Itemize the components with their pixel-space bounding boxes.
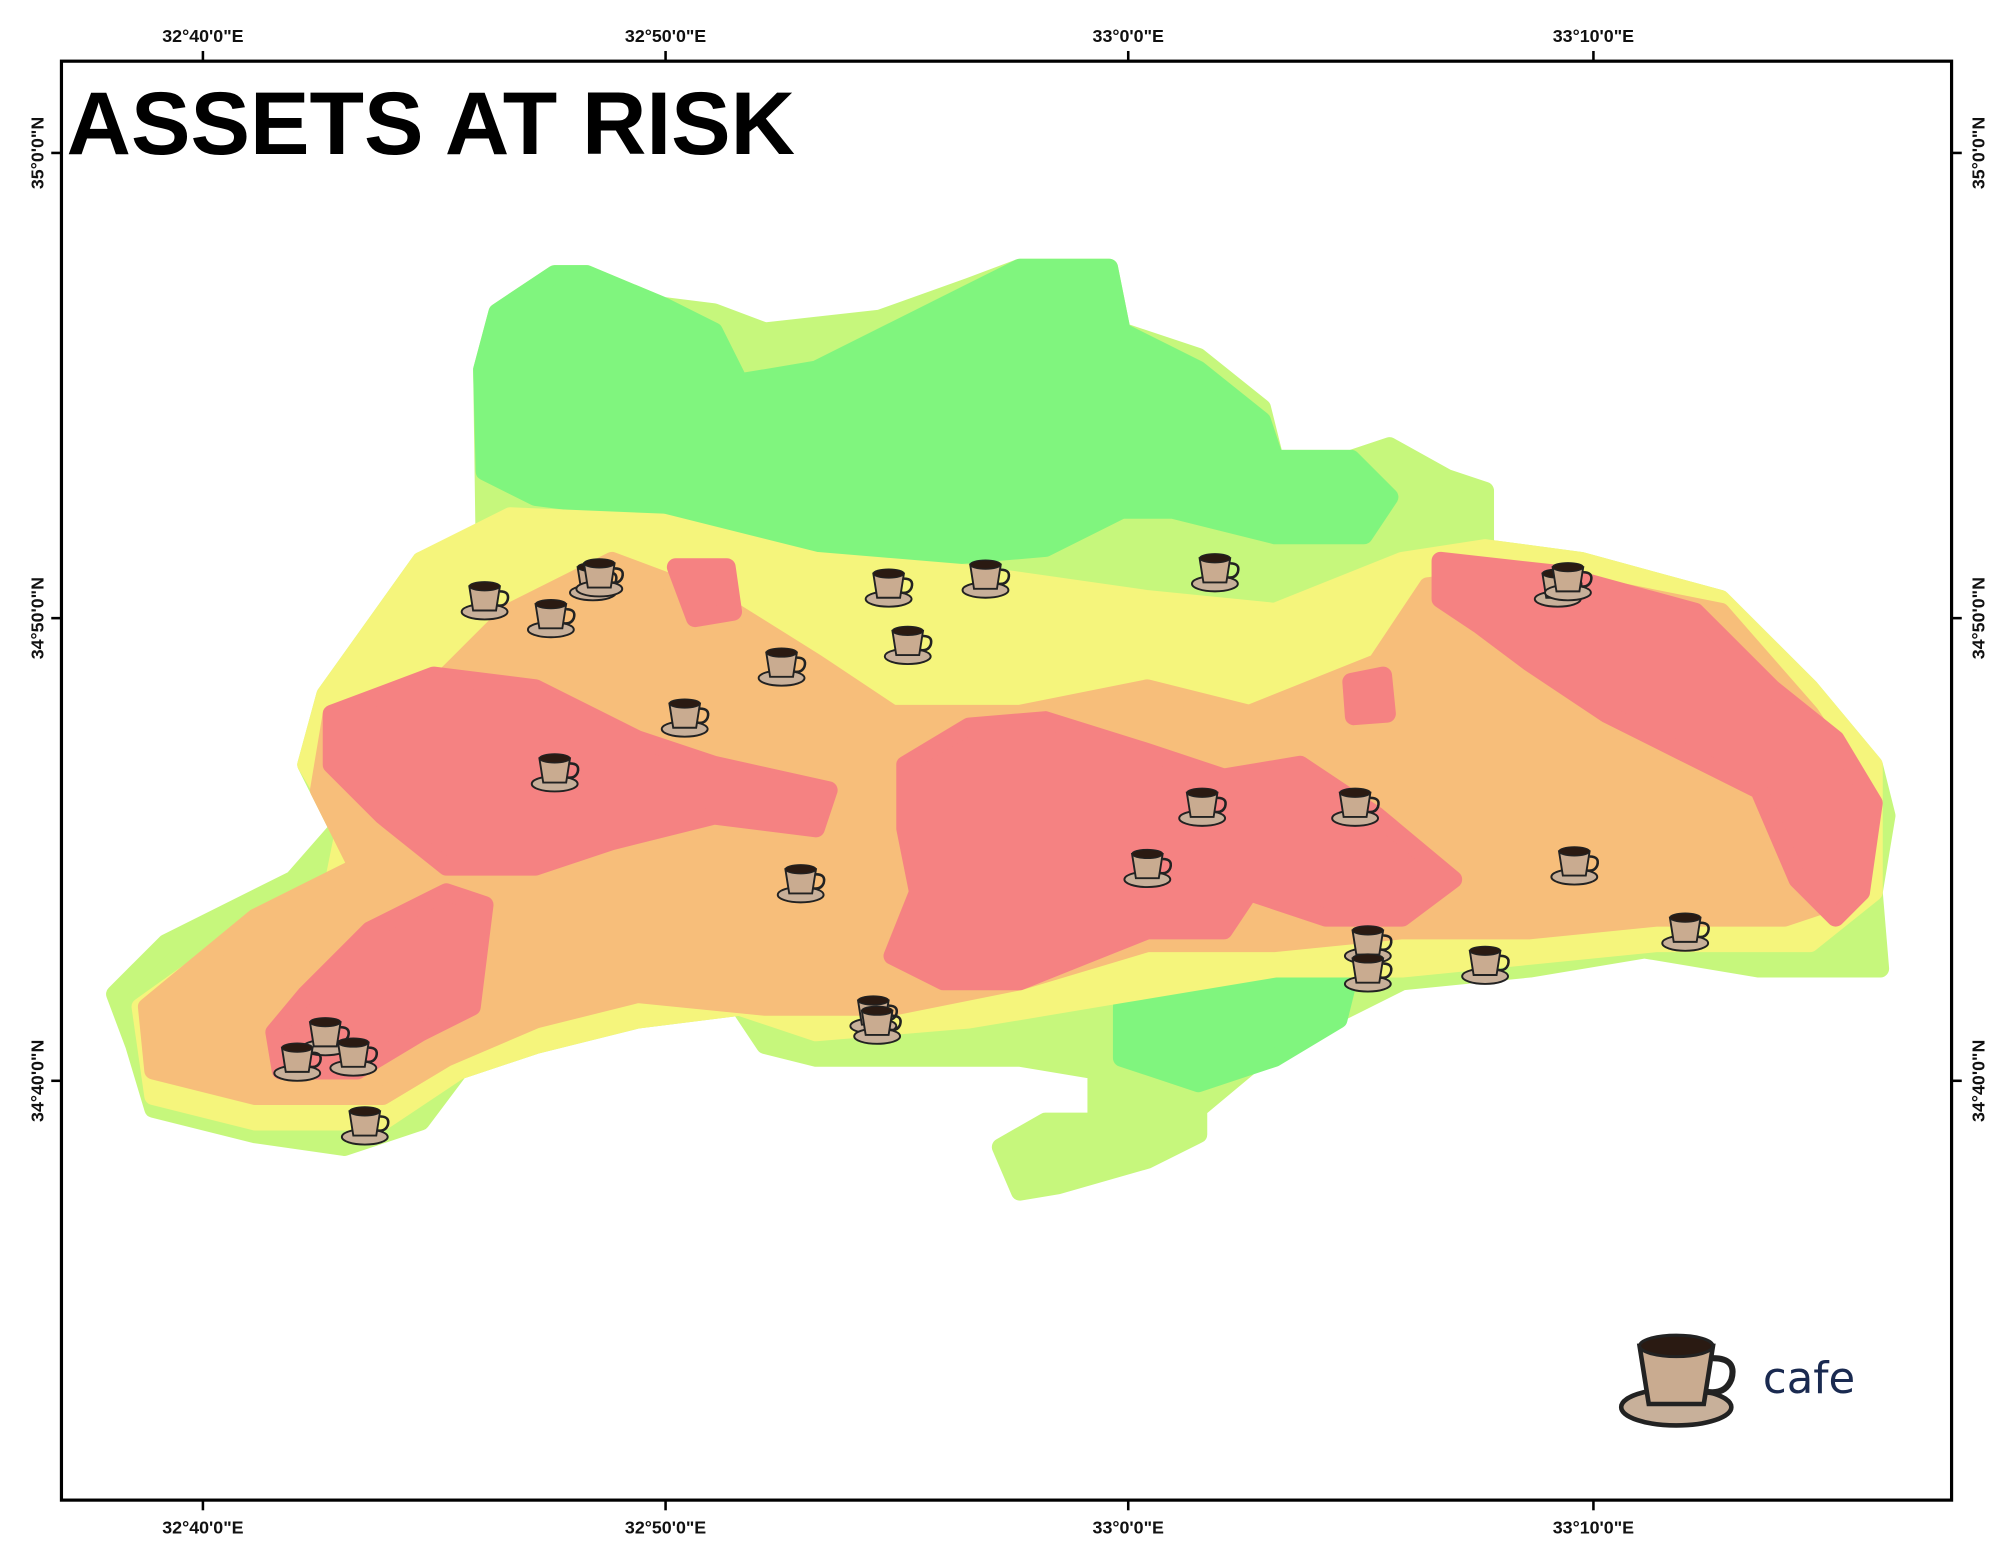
x-tick-label-bottom: 33°10'0"E [1553, 1517, 1634, 1537]
legend-label: cafe [1763, 1354, 1855, 1404]
y-tick-label-left: 35°0'0"N [28, 117, 48, 189]
risk-zone-very-high-small [666, 558, 743, 628]
x-tick-label-bottom: 33°0'0"E [1093, 1517, 1164, 1537]
coffee-cup-icon [1621, 1335, 1732, 1425]
risk-zone-very-high-center [883, 711, 1463, 991]
risk-zone-very-high-small [1342, 666, 1396, 726]
x-tick-label-top: 32°40'0"E [162, 26, 243, 46]
legend: cafe [1621, 1335, 1855, 1425]
y-tick-label-right: 34°40'0"N [1969, 1040, 1989, 1122]
y-tick-label-left: 34°50'0"N [28, 577, 48, 659]
y-tick-label-left: 34°40'0"N [28, 1040, 48, 1122]
graticule-ticks: 32°40'0"E 32°40'0"E 32°50'0"E 32°50'0"E 33°0… [28, 26, 1989, 1537]
x-tick-label-bottom: 32°40'0"E [162, 1517, 243, 1537]
risk-zone-very-high-west [322, 666, 838, 876]
map-frame [59, 59, 1954, 1502]
y-tick-label-right: 35°0'0"N [1969, 117, 1989, 189]
risk-zone-low-north [473, 258, 1399, 570]
x-tick-label-top: 32°50'0"E [625, 26, 706, 46]
map-title: ASSETS AT RISK [67, 73, 796, 173]
x-tick-label-top: 33°0'0"E [1093, 26, 1164, 46]
x-tick-label-top: 33°10'0"E [1553, 26, 1634, 46]
risk-zone-very-high-east [1431, 551, 1883, 927]
y-tick-label-right: 34°50'0"N [1969, 577, 1989, 659]
risk-surface [106, 258, 1896, 1201]
x-tick-label-bottom: 32°50'0"E [625, 1517, 706, 1537]
